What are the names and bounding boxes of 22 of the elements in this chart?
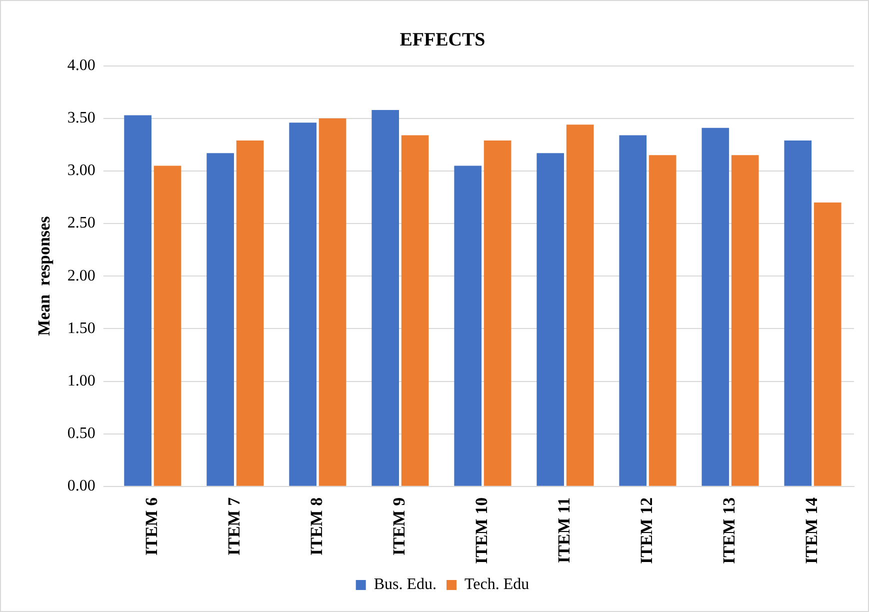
- y-tick-label: 3.50: [67, 110, 96, 127]
- y-tick-label: 0.50: [67, 425, 96, 442]
- y-tick-label: 2.00: [67, 267, 96, 284]
- y-tick-label: 1.50: [67, 320, 96, 337]
- legend-label: Tech. Edu: [464, 576, 530, 594]
- legend-label: Bus. Edu.: [374, 576, 437, 594]
- y-axis-title: Mean responses: [34, 216, 54, 336]
- y-tick-label: 2.50: [67, 214, 96, 232]
- x-tick-label: ITEM 12: [637, 497, 656, 564]
- x-tick-label: ITEM 13: [720, 497, 739, 564]
- x-tick-label: ITEM 8: [307, 497, 326, 556]
- y-tick-label: 3.00: [67, 162, 96, 180]
- x-tick-label: ITEM 11: [554, 497, 574, 564]
- x-tick-label: ITEM 6: [142, 497, 162, 556]
- y-tick-label: 0.00: [67, 478, 96, 495]
- x-tick-label: ITEM 10: [472, 497, 492, 564]
- x-tick-label: ITEM 7: [224, 496, 244, 556]
- x-tick-label: ITEM 9: [390, 497, 409, 556]
- x-tick-label: ITEM 14: [802, 496, 822, 564]
- chart-title: EFFECTS: [400, 29, 486, 50]
- y-tick-label: 1.00: [67, 372, 96, 390]
- y-tick-label: 4.00: [67, 57, 96, 74]
